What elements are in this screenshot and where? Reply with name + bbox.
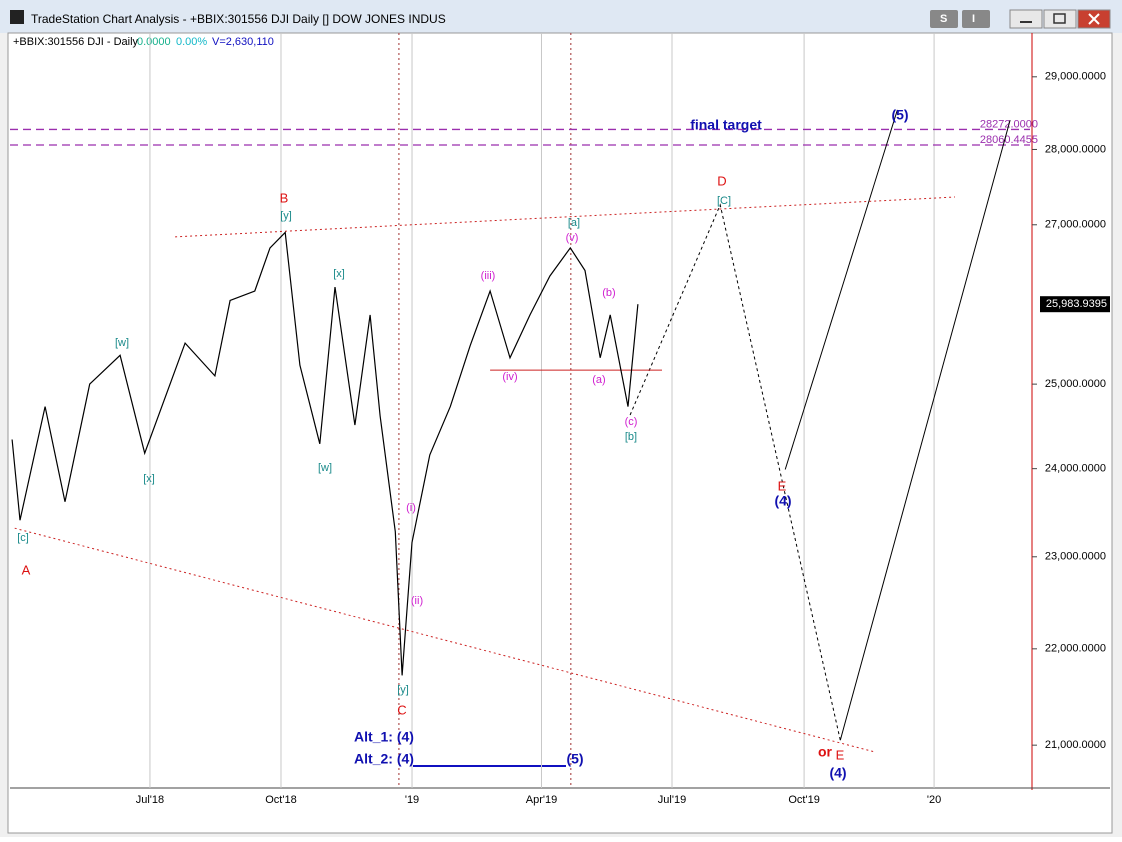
wave-label: C [397,702,406,717]
minimize-button[interactable] [1009,9,1043,29]
app-icon [10,10,24,24]
wave-label: [x] [333,268,345,280]
wave-label: B [280,190,289,205]
wave-label: [c] [17,532,29,544]
wave-label: [w] [318,462,332,474]
maximize-button[interactable] [1043,9,1077,29]
wave-label: [y] [280,210,292,222]
wave-label: D [717,173,726,188]
wave-label: (a) [592,374,605,386]
chart-area [7,32,1113,834]
wave-label: final target [690,117,762,133]
last-price-label: 25,983.9395 [1046,298,1107,310]
wave-line [14,527,876,753]
change-pct-info: 0.00% [176,36,207,48]
wave-label: Alt_2: (4) [354,751,414,767]
y-tick-label: 24,000.0000 [1045,463,1106,475]
y-tick-label: 29,000.0000 [1045,71,1106,83]
wave-label: (4) [774,493,791,509]
wave-label: (4) [829,765,846,781]
y-tick-label: 22,000.0000 [1045,643,1106,655]
symbol-info: +BBIX:301556 DJI - Daily [13,36,139,48]
last-price-box [1040,296,1110,313]
price-line [11,231,639,676]
wave-label: [w] [115,337,129,349]
wave-label: E [778,478,787,493]
wave-label: (ii) [411,595,423,607]
x-tick-label: Apr'19 [526,794,557,806]
i-button-label[interactable]: I [972,13,975,25]
wave-label: A [22,562,31,577]
x-tick-label: Jul'18 [136,794,164,806]
wave-line [839,119,1011,741]
wave-label: [a] [568,217,580,229]
y-tick-label: 28,000.0000 [1045,143,1106,155]
wave-label: (v) [566,232,579,244]
x-tick-label: Oct'18 [265,794,296,806]
i-button[interactable] [962,10,990,28]
wave-label: Alt_1: (4) [354,729,414,745]
wave-label: E [836,747,845,762]
y-tick-label: 23,000.0000 [1045,551,1106,563]
x-tick-label: '19 [405,794,419,806]
wave-line [175,196,956,238]
wave-label: (5) [891,107,908,123]
y-tick-label: 21,000.0000 [1045,739,1106,751]
wave-label: [x] [143,473,155,485]
wave-label: [b] [625,431,637,443]
maximize-icon [1053,13,1066,24]
wave-label: (iv) [502,371,517,383]
window-title: TradeStation Chart Analysis - +BBIX:3015… [31,12,446,26]
wave-label: (i) [406,502,416,514]
wave-label: [C] [717,195,731,207]
y-tick-label: 25,000.0000 [1045,378,1106,390]
close-icon [1088,13,1100,25]
volume-info: V=2,630,110 [212,36,274,48]
x-tick-label: Jul'19 [658,794,686,806]
wave-label: (iii) [481,270,496,282]
s-button-label[interactable]: S [940,13,947,25]
y-tick-label: 27,000.0000 [1045,219,1106,231]
wave-line [784,109,898,470]
wave-label: or [818,744,833,760]
level-label: 28060.4455 [980,134,1038,146]
wave-label: (5) [566,751,583,767]
wave-line [629,203,841,741]
wave-label: (c) [625,416,638,428]
change-info: 0.0000 [137,36,171,48]
s-button[interactable] [930,10,958,28]
x-tick-label: '20 [927,794,941,806]
x-tick-label: Oct'19 [788,794,819,806]
wave-label: (b) [602,287,615,299]
wave-label: [y] [397,684,409,696]
